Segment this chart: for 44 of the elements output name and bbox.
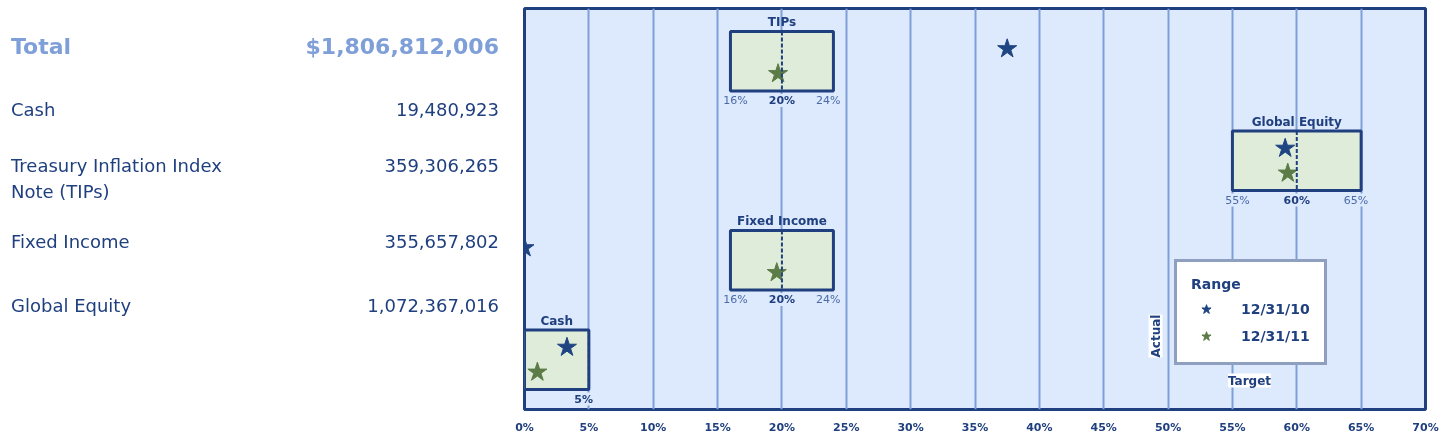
bar [728,29,835,93]
x-tick-label: 70% [1412,420,1439,434]
annotation: 65% [1343,193,1369,207]
x-tick-label: 20% [768,420,796,434]
text: $1,806,812,006 [304,33,499,61]
text: Fixed Income [11,230,131,254]
text: 19,480,923 [394,98,499,122]
x-tick-label: 55% [1219,420,1246,434]
x-tick-label: 40% [1026,420,1053,434]
annotation: 24% [816,293,841,307]
annotation: 16% [723,293,748,307]
x-tick-label: 0% [515,420,534,434]
text: 1,072,367,016 [366,294,499,318]
x-tick-label: 10% [640,420,667,434]
y-tick-label: TIPs [767,15,797,30]
ref-line-label: 5% [574,392,594,406]
annotation: 24% [816,94,841,108]
ref-line-label: 20% [768,293,796,307]
annotation: 55% [1225,193,1250,207]
text: 355,657,802 [383,230,499,254]
text: 20% [768,94,796,108]
x-tick-label: 15% [704,420,731,434]
bar [728,228,835,292]
ref-line-label: 60% [1283,193,1310,207]
text: Global Equity [11,294,133,318]
x-tick-label: 65% [1347,420,1375,434]
text: 359,306,265 [383,154,499,178]
text: Total [11,33,73,61]
text: Treasury Inflation Index Note (TIPs) [11,154,223,204]
legend-label: 12/31/10 [1241,301,1310,317]
x-tick-label: 5% [579,420,599,434]
bar [1230,129,1363,193]
x-tick-label: 25% [833,420,860,434]
text: Cash [11,98,57,122]
x-tick-label: 50% [1154,420,1182,434]
annotation: Target [1227,373,1272,388]
x-tick-label: 45% [1090,420,1117,434]
x-tick-label: 30% [897,420,924,434]
annotation: 16% [723,94,748,108]
x-tick-label: 60% [1283,420,1310,434]
x-tick-label: 35% [961,420,989,434]
legend-label: 12/31/11 [1241,328,1310,344]
legend-title: Range [1191,276,1242,292]
annotation: Actual [1148,314,1163,358]
